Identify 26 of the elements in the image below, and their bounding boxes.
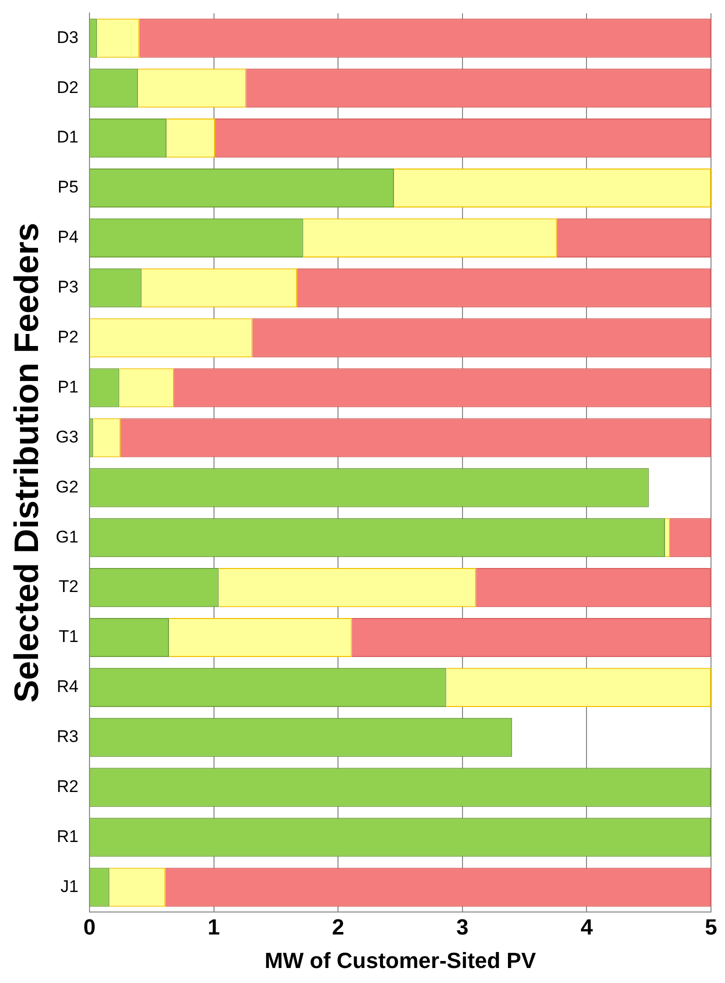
y-tick-label: D3: [56, 28, 78, 47]
y-tick-label: P5: [58, 178, 78, 197]
y-tick-label: R3: [56, 727, 78, 746]
y-tick-label: R1: [56, 826, 78, 846]
y-tick-label: P4: [58, 228, 78, 247]
x-axis-title: MW of Customer-Sited PV: [264, 948, 536, 973]
y-tick-label: R2: [56, 777, 78, 796]
y-tick-label: J1: [60, 876, 78, 896]
y-tick-label: G2: [56, 477, 78, 496]
y-axis-title: Selected Distribution Feeders: [8, 222, 46, 703]
y-tick-label: P1: [58, 377, 78, 396]
y-tick-label: P3: [58, 278, 78, 297]
y-tick-label: D2: [56, 78, 78, 97]
y-tick-label: T2: [58, 577, 78, 596]
y-tick-label: G3: [56, 427, 78, 446]
y-tick-label: P2: [58, 328, 78, 347]
x-tick-label: 2: [332, 914, 344, 940]
x-tick-label: 4: [580, 914, 594, 940]
x-tick-label: 5: [704, 914, 718, 940]
y-tick-label: T1: [58, 627, 78, 646]
x-tick-label: 3: [456, 914, 469, 940]
y-tick-label: R4: [56, 677, 78, 696]
y-tick-label: D1: [56, 128, 78, 147]
x-tick-label: 0: [83, 914, 96, 940]
y-tick-label: G1: [56, 527, 78, 546]
x-tick-label: 1: [208, 914, 220, 940]
